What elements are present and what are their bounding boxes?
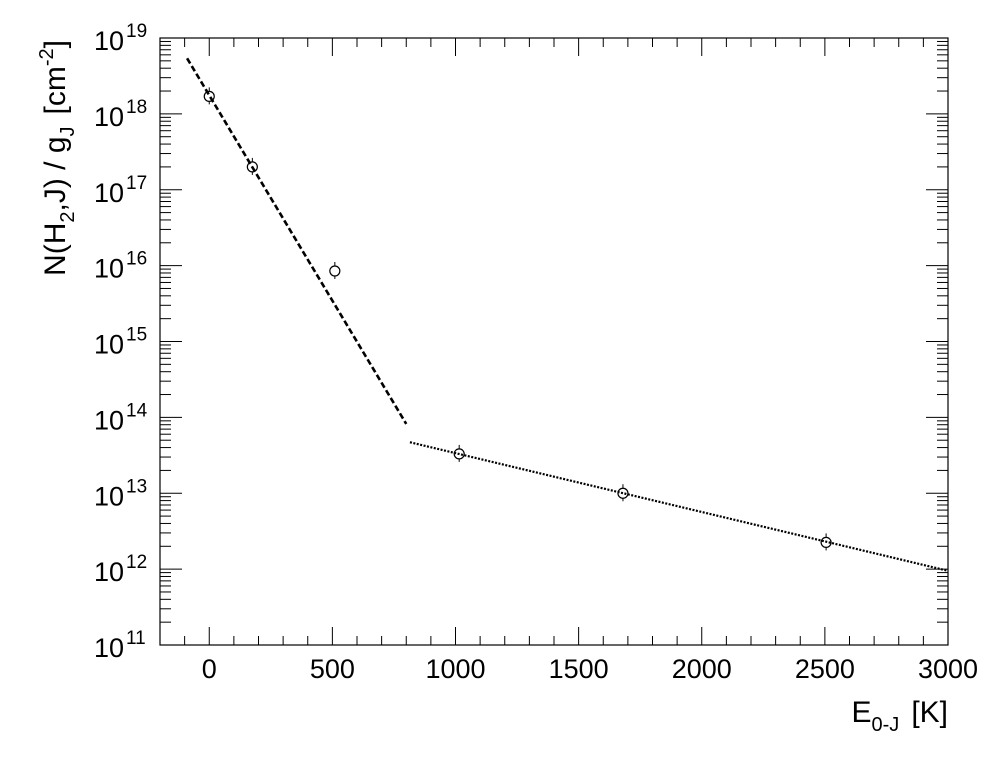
data-points [203,87,832,551]
y-tick-label: 10 [94,481,124,511]
y-tick-exponent: 18 [126,97,147,118]
data-point [329,265,341,277]
y-tick-exponent: 16 [126,249,147,270]
y-tick-label: 10 [94,254,124,284]
y-tick-label: 10 [94,557,124,587]
fit-lines [185,57,949,572]
fit-line-dashed [185,57,408,425]
fit-line-dotted [409,441,949,572]
y-tick-label: 10 [94,405,124,435]
y-tick-exponent: 15 [126,325,147,346]
y-tick-label: 10 [94,102,124,132]
x-tick-label: 0 [202,654,217,684]
x-tick-label: 1000 [425,654,485,684]
x-tick-label: 3000 [918,654,978,684]
y-tick-exponent: 12 [126,552,147,573]
y-tick-label: 10 [94,330,124,360]
x-axis-title-main: E [852,696,872,729]
y-tick-exponent: 11 [126,628,146,649]
axis-ticks [159,37,949,646]
y-axis-title-sup: -2 [36,48,58,66]
y-axis-title-sub2: J [57,126,79,136]
y-axis-title-part2: ,J) / g [39,136,72,211]
y-axis-title-sub1: 2 [57,211,79,222]
y-axis-title-part1: N(H [39,223,72,276]
y-tick-label: 10 [94,26,124,56]
plot-frame [159,37,949,646]
y-tick-exponent: 13 [126,476,147,497]
y-axis-title-close: ] [39,40,72,48]
x-tick-label: 1500 [549,654,609,684]
y-axis-title-unit: [cm [39,66,72,114]
y-tick-label: 10 [94,178,124,208]
x-axis-title-unit: [K] [911,696,948,729]
x-axis-title: E0-J [K] [852,696,949,736]
x-tick-labels: 0 500 1000 1500 2000 2500 3000 [202,654,978,684]
x-tick-label: 2000 [672,654,732,684]
x-axis-title-sub: 0-J [872,714,900,736]
y-axis-title: N(H2,J) / gJ [cm-2] [36,40,79,276]
y-tick-exponent: 17 [126,173,147,194]
x-tick-label: 2500 [795,654,855,684]
y-tick-exponent: 14 [126,400,148,421]
y-tick-exponent: 19 [126,21,147,42]
x-tick-label: 500 [310,654,355,684]
y-tick-label: 10 [94,633,124,663]
